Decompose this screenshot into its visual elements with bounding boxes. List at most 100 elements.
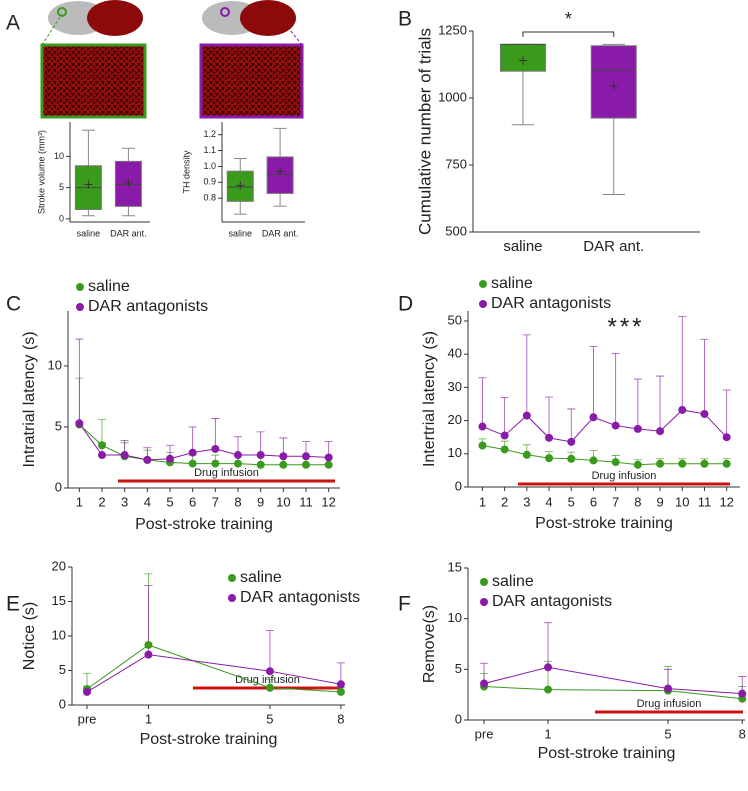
data-point <box>144 650 153 659</box>
data-point <box>567 454 576 463</box>
series-line <box>483 666 743 695</box>
legend-marker <box>228 574 236 582</box>
data-point <box>544 663 553 672</box>
legend-label: DAR antagonists <box>240 589 360 606</box>
mean-marker <box>84 180 93 189</box>
data-point <box>545 454 554 463</box>
significance-bracket <box>522 31 615 37</box>
error-bar <box>656 375 665 432</box>
mean-marker <box>124 178 133 187</box>
legend-marker <box>479 300 487 308</box>
whisker-low <box>233 201 247 215</box>
x-axis-label: Post-stroke training <box>535 515 673 532</box>
y-tick-label: 0 <box>55 479 62 494</box>
data-point <box>279 452 288 461</box>
data-point <box>678 405 687 414</box>
data-point <box>324 460 333 469</box>
panel-label: F <box>398 593 411 616</box>
x-tick-label: DAR ant. <box>262 228 299 238</box>
data-point <box>256 451 265 460</box>
x-tick-label: 8 <box>337 711 344 726</box>
zoom-line <box>41 13 63 46</box>
error-bar <box>98 419 106 446</box>
y-axis-label: Notice (s) <box>21 602 38 670</box>
whisker-low <box>121 206 135 217</box>
x-tick-label: 11 <box>299 494 313 509</box>
error-bar <box>478 377 487 427</box>
series-line <box>86 654 341 693</box>
y-tick-label: 20 <box>52 558 66 573</box>
data-point <box>589 413 598 422</box>
data-point <box>633 460 642 469</box>
x-tick-label: 5 <box>664 726 671 741</box>
y-tick-label: 10 <box>52 627 66 642</box>
y-tick-label: 0.8 <box>203 193 216 203</box>
x-tick-label: 4 <box>144 494 151 509</box>
x-tick-label: saline <box>229 228 253 238</box>
legend-label: saline <box>88 278 130 295</box>
series-line <box>78 424 329 466</box>
y-axis-label: Cumulative number of trials <box>415 28 434 235</box>
y-tick-label: 15 <box>448 559 462 574</box>
legend-marker <box>479 280 487 288</box>
error-bar <box>722 389 731 438</box>
data-point <box>336 687 345 696</box>
y-tick-label: 500 <box>445 223 467 238</box>
x-tick-label: 1 <box>76 494 83 509</box>
x-tick-label: 11 <box>698 494 712 509</box>
legend-marker <box>228 594 236 602</box>
micrograph-dar <box>199 43 304 119</box>
x-tick-label: 2 <box>98 494 105 509</box>
legend-marker <box>480 598 488 606</box>
data-point <box>302 460 310 469</box>
legend-label: saline <box>240 569 282 586</box>
legend-label: saline <box>492 573 534 590</box>
y-axis-label: Stroke volume (mm³) <box>36 130 46 214</box>
y-tick-label: 0.9 <box>203 177 216 187</box>
panel-label: E <box>6 593 20 616</box>
data-point <box>265 667 274 676</box>
legend-label: DAR antagonists <box>88 298 208 315</box>
series-line <box>482 409 728 443</box>
data-point <box>545 433 554 442</box>
whisker-high <box>81 129 95 166</box>
x-tick-label: saline <box>503 238 542 255</box>
data-point <box>738 689 747 698</box>
whisker-low <box>273 193 287 207</box>
x-tick-label: 7 <box>212 494 219 509</box>
y-tick-label: 0 <box>455 711 462 726</box>
y-tick-label: 20 <box>448 412 462 427</box>
brain-slice-right <box>202 0 296 36</box>
error-bar <box>522 334 531 416</box>
legend-label: DAR antagonists <box>492 593 612 610</box>
error-bar <box>544 622 553 668</box>
x-tick-label: saline <box>77 228 101 238</box>
x-tick-label: 6 <box>590 494 597 509</box>
whisker-low <box>602 118 625 195</box>
data-point <box>611 421 620 430</box>
x-tick-label: 5 <box>568 494 575 509</box>
data-point <box>722 433 731 442</box>
data-point <box>98 441 106 450</box>
whisker-high <box>121 147 135 162</box>
data-point <box>522 450 531 459</box>
x-tick-label: 9 <box>656 494 663 509</box>
series-line <box>86 644 341 693</box>
data-point <box>500 445 509 454</box>
mean-marker <box>518 56 527 65</box>
x-tick-label: DAR ant. <box>110 228 147 238</box>
panel-label: B <box>398 8 412 31</box>
legend-marker <box>480 578 488 586</box>
y-tick-label: 1.1 <box>203 145 216 155</box>
y-tick-label: 0 <box>455 478 462 493</box>
series-line <box>484 686 743 700</box>
drug-infusion-label: Drug infusion <box>235 674 300 686</box>
x-tick-label: 2 <box>501 494 508 509</box>
x-tick-label: 3 <box>121 494 128 509</box>
data-point <box>234 459 242 468</box>
y-axis-label: Intertrial latency (s) <box>421 331 438 467</box>
error-bar <box>75 338 84 424</box>
error-bar <box>611 353 620 426</box>
legend-marker <box>76 303 84 311</box>
